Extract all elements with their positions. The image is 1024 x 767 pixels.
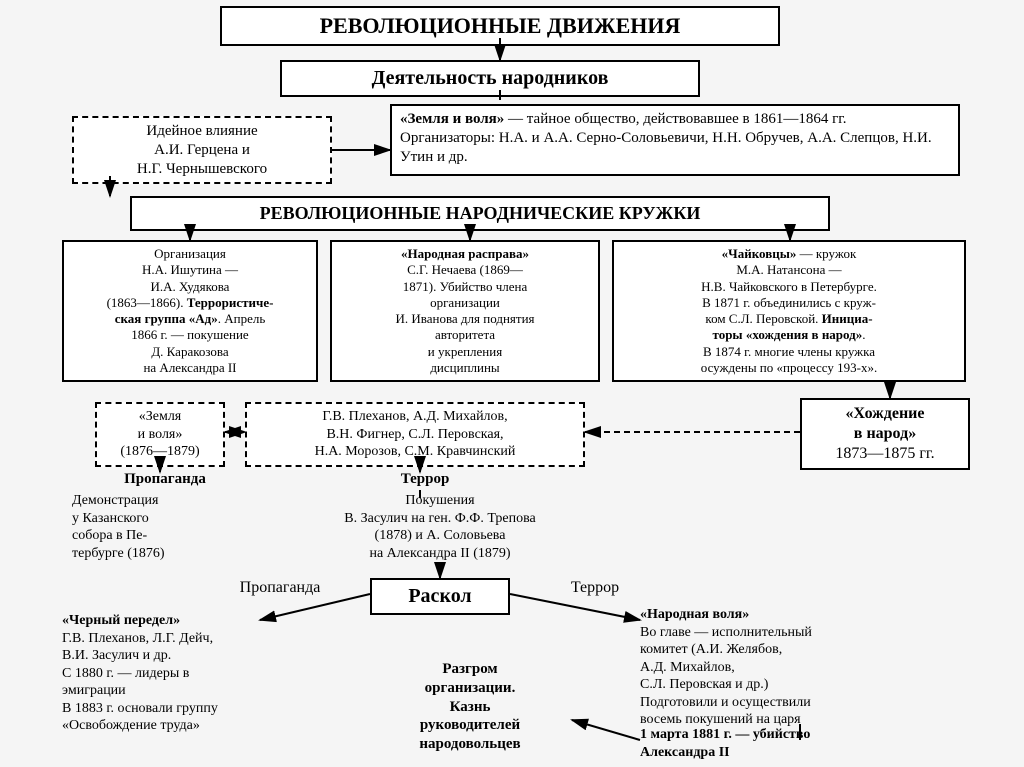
plekhanov-text: Г.В. Плеханов, А.Д. Михайлов,В.Н. Фигнер… <box>315 409 516 459</box>
razgrom-block: Разгроморганизации.Казньруководителейнар… <box>370 660 570 758</box>
zemlya1864-box: «Земля и воля» — тайное общество, действ… <box>390 104 960 176</box>
nechaev-box: «Народная расправа»С.Г. Нечаева (1869—18… <box>330 240 600 382</box>
ishutin-box: ОрганизацияН.А. Ишутина —И.А. Худякова(1… <box>62 240 318 382</box>
kazan-text-block: Демонстрацияу Казанскогособора в Пе-терб… <box>72 492 242 564</box>
chperedel-block: «Черный передел»Г.В. Плеханов, Л.Г. Дейч… <box>62 612 342 738</box>
kruzhki-box: РЕВОЛЮЦИОННЫЕ НАРОДНИЧЕСКИЕ КРУЖКИ <box>130 196 830 231</box>
gercen-text: Идейное влияниеА.И. Герцена иН.Г. Черныш… <box>137 123 267 177</box>
terror-label: Террор <box>380 470 470 490</box>
chaikovcy-box: «Чайковцы» — кружокМ.А. Натансона —Н.В. … <box>612 240 966 382</box>
nechaev-text: «Народная расправа»С.Г. Нечаева (1869—18… <box>395 246 534 375</box>
ishutin-text: ОрганизацияН.А. Ишутина —И.А. Худякова(1… <box>107 246 274 375</box>
subtitle-box: Деятельность народников <box>280 60 700 97</box>
zemlya1876-box: «Земляи воля»(1876—1879) <box>95 402 225 467</box>
kruzhki-text: РЕВОЛЮЦИОННЫЕ НАРОДНИЧЕСКИЕ КРУЖКИ <box>260 203 701 223</box>
title-box: РЕВОЛЮЦИОННЫЕ ДВИЖЕНИЯ <box>220 6 780 46</box>
raskol-box: Раскол <box>370 578 510 615</box>
hozhdenie-text: «Хождениев народ»1873—1875 гг. <box>835 405 934 462</box>
subtitle-text: Деятельность народников <box>372 67 609 89</box>
narvolya-block: «Народная воля»Во главе — исполнительный… <box>640 606 960 729</box>
gercen-box: Идейное влияниеА.И. Герцена иН.Г. Черныш… <box>72 116 332 184</box>
propaganda-label: Пропаганда <box>105 470 225 490</box>
mart1881-block: 1 марта 1881 г. — убийствоАлександра II <box>640 726 960 762</box>
zemlya1864-text: «Земля и воля» — тайное общество, действ… <box>400 111 932 165</box>
zemlya1876-text: «Земляи воля»(1876—1879) <box>120 409 199 459</box>
hozhdenie-box: «Хождениев народ»1873—1875 гг. <box>800 398 970 470</box>
terror2-label: Террор <box>540 578 650 600</box>
zasulich-text-block: ПокушенияВ. Засулич на ген. Ф.Ф. Трепова… <box>290 492 590 564</box>
propaganda2-label: Пропаганда <box>210 578 350 600</box>
title-text: РЕВОЛЮЦИОННЫЕ ДВИЖЕНИЯ <box>320 13 681 38</box>
chaikovcy-text: «Чайковцы» — кружокМ.А. Натансона —Н.В. … <box>701 246 877 375</box>
plekhanov-box: Г.В. Плеханов, А.Д. Михайлов,В.Н. Фигнер… <box>245 402 585 467</box>
